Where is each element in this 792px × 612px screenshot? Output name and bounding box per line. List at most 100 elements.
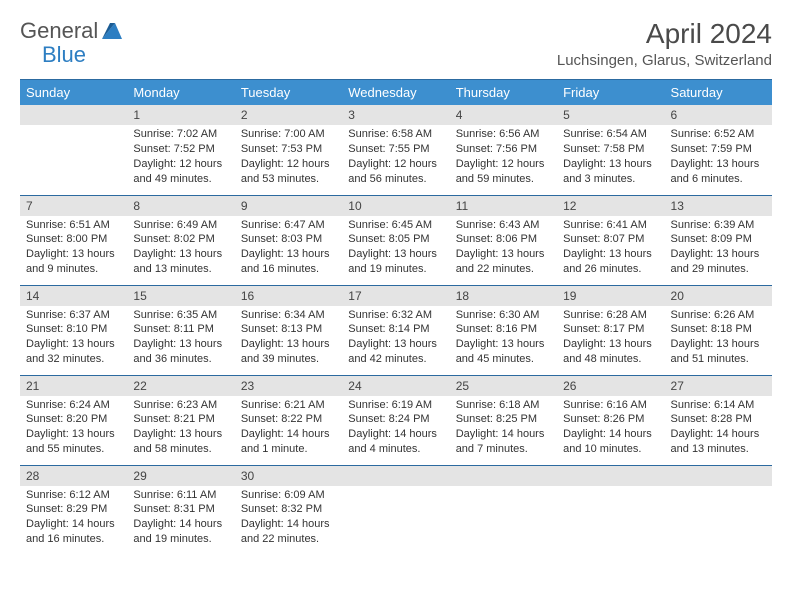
day-body: Sunrise: 6:51 AMSunset: 8:00 PMDaylight:… <box>20 216 127 281</box>
day-number: 28 <box>20 466 127 486</box>
week-row: 21Sunrise: 6:24 AMSunset: 8:20 PMDayligh… <box>20 375 772 465</box>
daylight-text: Daylight: 13 hours and 55 minutes. <box>26 427 121 457</box>
day-cell: 25Sunrise: 6:18 AMSunset: 8:25 PMDayligh… <box>450 375 557 465</box>
calendar-head: SundayMondayTuesdayWednesdayThursdayFrid… <box>20 80 772 106</box>
day-number: 4 <box>450 105 557 125</box>
daylight-text: Daylight: 13 hours and 16 minutes. <box>241 247 336 277</box>
sunset-text: Sunset: 7:59 PM <box>671 142 766 157</box>
daylight-text: Daylight: 12 hours and 59 minutes. <box>456 157 551 187</box>
day-number: 7 <box>20 196 127 216</box>
daylight-text: Daylight: 12 hours and 56 minutes. <box>348 157 443 187</box>
sunset-text: Sunset: 8:28 PM <box>671 412 766 427</box>
sunrise-text: Sunrise: 6:51 AM <box>26 218 121 233</box>
day-number <box>450 466 557 486</box>
sunrise-text: Sunrise: 6:54 AM <box>563 127 658 142</box>
daylight-text: Daylight: 13 hours and 39 minutes. <box>241 337 336 367</box>
day-body: Sunrise: 6:39 AMSunset: 8:09 PMDaylight:… <box>665 216 772 281</box>
sunrise-text: Sunrise: 6:18 AM <box>456 398 551 413</box>
daylight-text: Daylight: 13 hours and 3 minutes. <box>563 157 658 187</box>
daylight-text: Daylight: 12 hours and 49 minutes. <box>133 157 228 187</box>
logo: General <box>20 18 126 44</box>
daylight-text: Daylight: 13 hours and 42 minutes. <box>348 337 443 367</box>
day-body: Sunrise: 6:58 AMSunset: 7:55 PMDaylight:… <box>342 125 449 190</box>
sunset-text: Sunset: 8:03 PM <box>241 232 336 247</box>
sunrise-text: Sunrise: 6:12 AM <box>26 488 121 503</box>
logo-triangle-icon <box>102 23 124 39</box>
day-number: 21 <box>20 376 127 396</box>
sunrise-text: Sunrise: 6:19 AM <box>348 398 443 413</box>
day-cell <box>665 465 772 555</box>
day-body: Sunrise: 6:24 AMSunset: 8:20 PMDaylight:… <box>20 396 127 461</box>
day-body: Sunrise: 6:21 AMSunset: 8:22 PMDaylight:… <box>235 396 342 461</box>
daylight-text: Daylight: 14 hours and 13 minutes. <box>671 427 766 457</box>
day-body: Sunrise: 6:41 AMSunset: 8:07 PMDaylight:… <box>557 216 664 281</box>
daylight-text: Daylight: 13 hours and 32 minutes. <box>26 337 121 367</box>
day-number: 18 <box>450 286 557 306</box>
daylight-text: Daylight: 13 hours and 22 minutes. <box>456 247 551 277</box>
sunrise-text: Sunrise: 6:49 AM <box>133 218 228 233</box>
calendar-table: SundayMondayTuesdayWednesdayThursdayFrid… <box>20 79 772 555</box>
day-header: Wednesday <box>342 80 449 106</box>
sunset-text: Sunset: 8:11 PM <box>133 322 228 337</box>
day-cell: 24Sunrise: 6:19 AMSunset: 8:24 PMDayligh… <box>342 375 449 465</box>
month-title: April 2024 <box>557 18 772 50</box>
day-body <box>665 486 772 536</box>
sunrise-text: Sunrise: 6:56 AM <box>456 127 551 142</box>
daylight-text: Daylight: 14 hours and 7 minutes. <box>456 427 551 457</box>
day-body: Sunrise: 6:19 AMSunset: 8:24 PMDaylight:… <box>342 396 449 461</box>
day-number: 5 <box>557 105 664 125</box>
sunrise-text: Sunrise: 6:26 AM <box>671 308 766 323</box>
sunrise-text: Sunrise: 6:16 AM <box>563 398 658 413</box>
day-cell: 20Sunrise: 6:26 AMSunset: 8:18 PMDayligh… <box>665 285 772 375</box>
sunset-text: Sunset: 7:58 PM <box>563 142 658 157</box>
sunrise-text: Sunrise: 6:37 AM <box>26 308 121 323</box>
day-body: Sunrise: 7:02 AMSunset: 7:52 PMDaylight:… <box>127 125 234 190</box>
day-header: Sunday <box>20 80 127 106</box>
day-number: 16 <box>235 286 342 306</box>
day-number <box>665 466 772 486</box>
day-body: Sunrise: 6:11 AMSunset: 8:31 PMDaylight:… <box>127 486 234 551</box>
day-cell: 17Sunrise: 6:32 AMSunset: 8:14 PMDayligh… <box>342 285 449 375</box>
day-number <box>557 466 664 486</box>
day-cell: 11Sunrise: 6:43 AMSunset: 8:06 PMDayligh… <box>450 195 557 285</box>
day-cell: 5 Sunrise: 6:54 AMSunset: 7:58 PMDaylight… <box>557 105 664 195</box>
day-cell: 30Sunrise: 6:09 AMSunset: 8:32 PMDayligh… <box>235 465 342 555</box>
day-number: 27 <box>665 376 772 396</box>
day-header: Friday <box>557 80 664 106</box>
day-cell: 9Sunrise: 6:47 AMSunset: 8:03 PMDaylight… <box>235 195 342 285</box>
week-row: 28Sunrise: 6:12 AMSunset: 8:29 PMDayligh… <box>20 465 772 555</box>
sunrise-text: Sunrise: 6:58 AM <box>348 127 443 142</box>
day-cell: 28Sunrise: 6:12 AMSunset: 8:29 PMDayligh… <box>20 465 127 555</box>
day-header: Saturday <box>665 80 772 106</box>
sunset-text: Sunset: 7:56 PM <box>456 142 551 157</box>
sunset-text: Sunset: 8:07 PM <box>563 232 658 247</box>
day-number: 30 <box>235 466 342 486</box>
day-body <box>20 125 127 175</box>
day-number: 15 <box>127 286 234 306</box>
day-cell: 16Sunrise: 6:34 AMSunset: 8:13 PMDayligh… <box>235 285 342 375</box>
sunrise-text: Sunrise: 6:23 AM <box>133 398 228 413</box>
daylight-text: Daylight: 12 hours and 53 minutes. <box>241 157 336 187</box>
day-cell: 10Sunrise: 6:45 AMSunset: 8:05 PMDayligh… <box>342 195 449 285</box>
daylight-text: Daylight: 13 hours and 6 minutes. <box>671 157 766 187</box>
day-body: Sunrise: 6:56 AMSunset: 7:56 PMDaylight:… <box>450 125 557 190</box>
calendar-body: 1Sunrise: 7:02 AMSunset: 7:52 PMDaylight… <box>20 105 772 555</box>
day-cell: 23Sunrise: 6:21 AMSunset: 8:22 PMDayligh… <box>235 375 342 465</box>
day-body <box>450 486 557 536</box>
daylight-text: Daylight: 13 hours and 19 minutes. <box>348 247 443 277</box>
day-body: Sunrise: 6:30 AMSunset: 8:16 PMDaylight:… <box>450 306 557 371</box>
week-row: 7Sunrise: 6:51 AMSunset: 8:00 PMDaylight… <box>20 195 772 285</box>
day-body: Sunrise: 6:14 AMSunset: 8:28 PMDaylight:… <box>665 396 772 461</box>
sunset-text: Sunset: 8:32 PM <box>241 502 336 517</box>
day-number: 17 <box>342 286 449 306</box>
day-number: 20 <box>665 286 772 306</box>
daylight-text: Daylight: 13 hours and 29 minutes. <box>671 247 766 277</box>
sunset-text: Sunset: 8:21 PM <box>133 412 228 427</box>
day-number: 12 <box>557 196 664 216</box>
sunset-text: Sunset: 8:16 PM <box>456 322 551 337</box>
sunrise-text: Sunrise: 6:45 AM <box>348 218 443 233</box>
day-cell: 29Sunrise: 6:11 AMSunset: 8:31 PMDayligh… <box>127 465 234 555</box>
logo-line2: Blue <box>42 42 86 68</box>
sunset-text: Sunset: 8:24 PM <box>348 412 443 427</box>
day-body: Sunrise: 6:12 AMSunset: 8:29 PMDaylight:… <box>20 486 127 551</box>
